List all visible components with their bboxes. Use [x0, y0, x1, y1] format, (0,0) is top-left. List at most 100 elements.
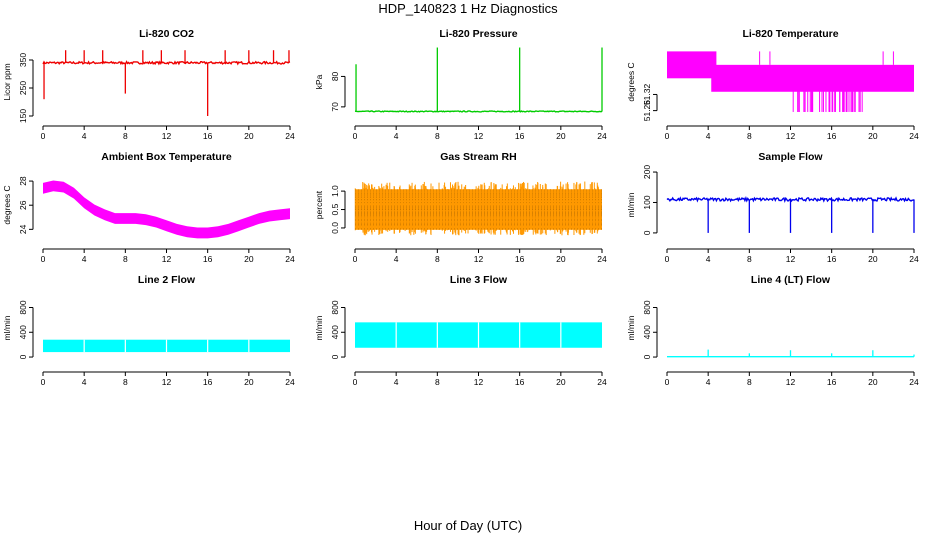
y-tick-label: 100 — [642, 195, 652, 209]
x-tick-label: 8 — [123, 131, 128, 141]
y-tick-label: 0 — [642, 230, 652, 235]
x-tick-label: 8 — [747, 254, 752, 264]
x-tick-label: 16 — [203, 377, 213, 387]
x-tick-label: 24 — [285, 131, 295, 141]
x-tick-label: 0 — [665, 131, 670, 141]
x-tick-label: 16 — [827, 377, 837, 387]
x-tick-label: 12 — [474, 254, 484, 264]
x-tick-label: 16 — [515, 377, 525, 387]
y-tick-label: 51.32 — [642, 84, 652, 106]
x-tick-label: 24 — [597, 131, 607, 141]
x-tick-label: 12 — [786, 131, 796, 141]
x-tick-label: 0 — [665, 377, 670, 387]
y-axis-label: kPa — [314, 74, 324, 89]
panel-4: Ambient Box Temperature 0 4 8 12 16 20 24 24 26 28… — [2, 151, 295, 264]
plot-data — [355, 322, 602, 348]
x-tick-label: 12 — [786, 377, 796, 387]
plot-data — [667, 51, 914, 112]
panel-7: Line 2 Flow 0 4 8 12 16 20 24 0 400 800 ml/min — [2, 274, 295, 387]
x-tick-label: 12 — [474, 377, 484, 387]
y-tick-label: 70 — [330, 102, 340, 112]
x-tick-label: 20 — [556, 254, 566, 264]
x-tick-label: 20 — [244, 377, 254, 387]
x-tick-label: 8 — [435, 254, 440, 264]
y-tick-label: 800 — [642, 300, 652, 314]
panel-9: Line 4 (LT) Flow 0 4 8 12 16 20 24 0 400 800 ml/min — [626, 274, 919, 387]
x-tick-label: 16 — [203, 254, 213, 264]
x-tick-label: 16 — [515, 254, 525, 264]
x-tick-label: 8 — [747, 377, 752, 387]
x-tick-label: 0 — [41, 254, 46, 264]
x-tick-label: 0 — [353, 131, 358, 141]
y-axis-label: degrees C — [626, 62, 636, 101]
data-band — [711, 64, 914, 92]
panel-8: Line 3 Flow 0 4 8 12 16 20 24 0 400 800 ml/min — [314, 274, 607, 387]
x-tick-label: 24 — [285, 377, 295, 387]
panel-5: Gas Stream RH 0 4 8 12 16 20 24 0.0 0.5 1.0 percent — [314, 151, 607, 264]
x-tick-label: 16 — [827, 131, 837, 141]
panel-title: Sample Flow — [758, 151, 823, 163]
panel-title: Li-820 Pressure — [439, 28, 517, 40]
panel-6: Sample Flow 0 4 8 12 16 20 24 0 100 200 ml/min — [626, 151, 919, 264]
x-tick-label: 20 — [244, 254, 254, 264]
plot-data — [43, 339, 290, 353]
x-tick-label: 20 — [868, 254, 878, 264]
x-tick-label: 24 — [909, 377, 919, 387]
y-axis-label: ml/min — [626, 192, 636, 217]
x-tick-label: 12 — [162, 131, 172, 141]
y-tick-label: 800 — [330, 300, 340, 314]
x-tick-label: 20 — [244, 131, 254, 141]
x-tick-label: 8 — [123, 377, 128, 387]
x-tick-label: 24 — [285, 254, 295, 264]
x-tick-label: 8 — [435, 377, 440, 387]
y-tick-label: 0.0 — [330, 222, 340, 234]
panel-title: Ambient Box Temperature — [101, 151, 232, 163]
x-tick-label: 12 — [162, 377, 172, 387]
panel-title: Line 3 Flow — [450, 274, 508, 286]
x-axis-common-label: Hour of Day (UTC) — [413, 518, 523, 533]
y-tick-label: 51.26 — [642, 100, 652, 122]
y-axis-label: ml/min — [314, 315, 324, 340]
x-tick-label: 4 — [706, 377, 711, 387]
x-tick-label: 8 — [123, 254, 128, 264]
y-tick-label: 26 — [18, 200, 28, 210]
x-tick-label: 24 — [597, 254, 607, 264]
x-tick-label: 20 — [868, 131, 878, 141]
x-tick-label: 4 — [82, 131, 87, 141]
y-tick-label: 28 — [18, 176, 28, 186]
x-tick-label: 0 — [41, 131, 46, 141]
panel-title: Gas Stream RH — [440, 151, 516, 163]
panel-title: Li-820 Temperature — [742, 28, 838, 40]
x-tick-label: 16 — [203, 131, 213, 141]
figure-title: HDP_140823 1 Hz Diagnostics — [378, 1, 558, 16]
x-tick-label: 0 — [41, 377, 46, 387]
x-tick-label: 12 — [162, 254, 172, 264]
x-tick-label: 24 — [909, 254, 919, 264]
x-tick-label: 0 — [353, 254, 358, 264]
x-tick-label: 12 — [786, 254, 796, 264]
x-tick-label: 20 — [556, 377, 566, 387]
y-tick-label: 150 — [18, 109, 28, 123]
x-tick-label: 16 — [515, 131, 525, 141]
x-tick-label: 4 — [82, 377, 87, 387]
y-tick-label: 400 — [642, 325, 652, 339]
panel-1: Li-820 CO2 0 4 8 12 16 20 24 150 250 350 Licor ppm — [2, 28, 295, 141]
x-tick-label: 0 — [665, 254, 670, 264]
y-axis-label: percent — [314, 190, 324, 219]
data-band — [667, 51, 717, 79]
y-tick-label: 80 — [330, 71, 340, 81]
x-tick-label: 12 — [474, 131, 484, 141]
y-axis-label: Licor ppm — [2, 63, 12, 100]
plot-data — [667, 349, 915, 358]
y-tick-label: 1.0 — [330, 185, 340, 197]
x-tick-label: 8 — [435, 131, 440, 141]
y-tick-label: 250 — [18, 81, 28, 95]
y-tick-label: 0.5 — [330, 203, 340, 215]
y-axis-label: ml/min — [2, 315, 12, 340]
y-tick-label: 200 — [642, 165, 652, 179]
x-tick-label: 24 — [597, 377, 607, 387]
x-tick-label: 4 — [394, 254, 399, 264]
x-tick-label: 16 — [827, 254, 837, 264]
